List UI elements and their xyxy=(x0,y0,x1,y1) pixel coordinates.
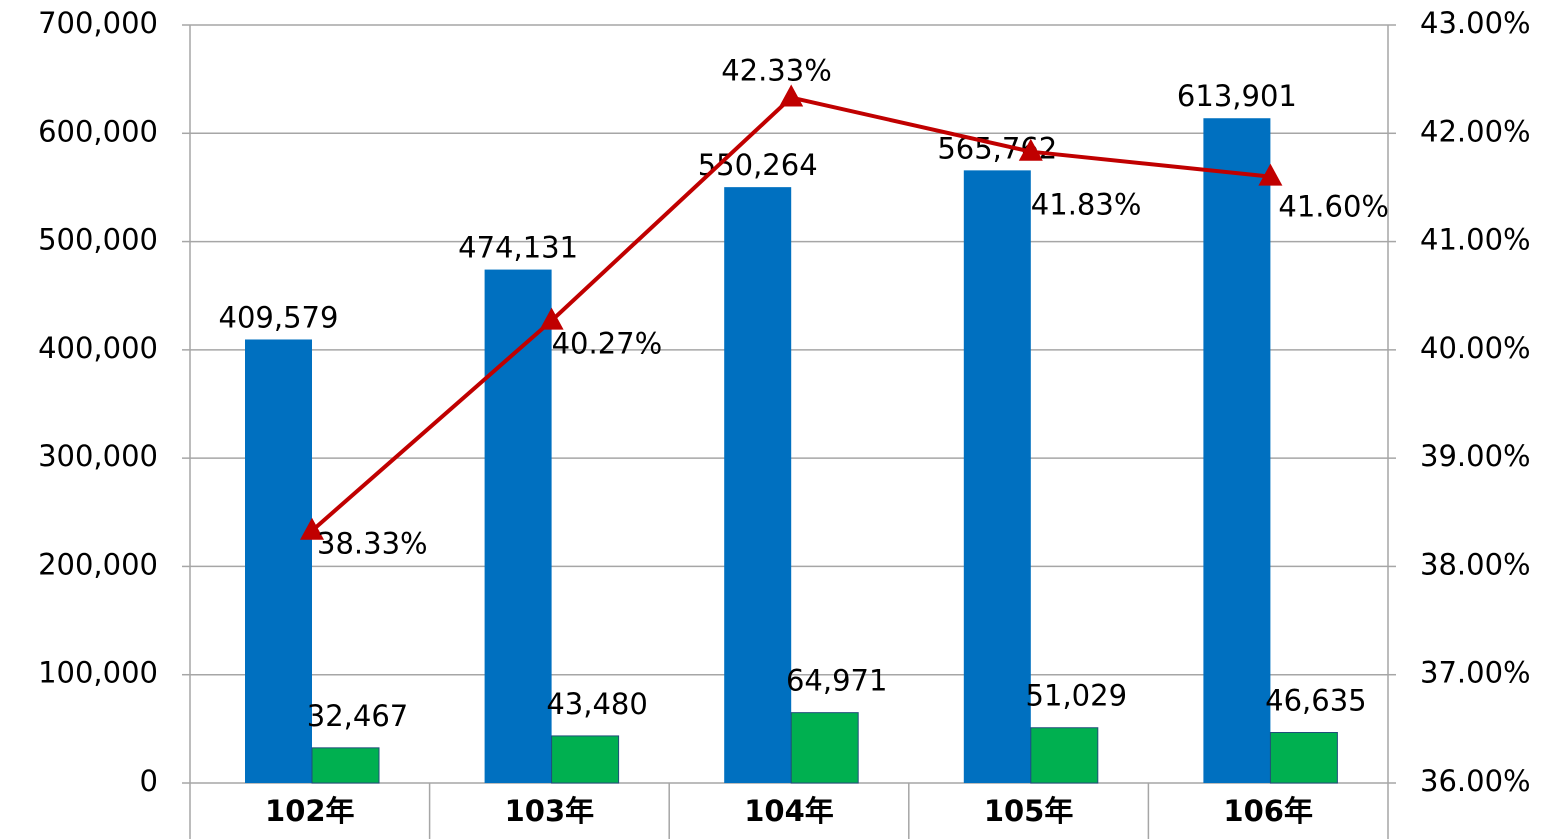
bar xyxy=(1030,727,1099,784)
data-label: 474,131 xyxy=(458,231,578,265)
bar xyxy=(245,339,312,783)
y-tick-label: 0 xyxy=(140,764,158,798)
bar xyxy=(311,747,380,784)
bar xyxy=(724,187,792,783)
data-label: 51,029 xyxy=(1026,679,1127,713)
marker xyxy=(539,307,564,330)
data-label: 38.33% xyxy=(317,527,428,561)
data-label: 32,467 xyxy=(307,699,408,733)
marker xyxy=(779,84,804,107)
marker xyxy=(300,517,324,540)
data-label: 64,971 xyxy=(786,664,887,698)
x-tick-label: 105年 xyxy=(984,794,1074,828)
x-tick-label: 106年 xyxy=(1223,794,1313,828)
x-tick-label: 103年 xyxy=(505,794,595,828)
y2-tick-label: 38.00% xyxy=(1420,547,1531,581)
y-tick-label: 300,000 xyxy=(38,439,158,473)
marker xyxy=(1258,163,1283,186)
bar xyxy=(790,712,859,784)
y2-tick-label: 43.00% xyxy=(1420,6,1531,40)
bar xyxy=(963,170,1031,783)
bar xyxy=(551,735,620,784)
y-tick-label: 400,000 xyxy=(38,331,158,365)
y-tick-label: 100,000 xyxy=(38,656,158,690)
data-label: 613,901 xyxy=(1177,79,1297,113)
y2-tick-label: 41.00% xyxy=(1420,223,1531,257)
data-label: 43,480 xyxy=(546,687,647,721)
data-label: 41.83% xyxy=(1031,188,1142,222)
marker xyxy=(1018,138,1043,161)
bar xyxy=(484,269,552,783)
y-tick-label: 500,000 xyxy=(38,223,158,257)
data-label: 41.60% xyxy=(1278,190,1389,224)
y2-tick-label: 39.00% xyxy=(1420,439,1531,473)
data-label: 46,635 xyxy=(1265,684,1366,718)
data-label: 40.27% xyxy=(552,327,663,361)
y2-tick-label: 40.00% xyxy=(1420,331,1531,365)
y2-tick-label: 42.00% xyxy=(1420,114,1531,148)
y2-tick-label: 37.00% xyxy=(1420,656,1531,690)
y-tick-label: 200,000 xyxy=(38,547,158,581)
bar xyxy=(1203,118,1271,784)
data-label: 409,579 xyxy=(219,300,339,334)
x-tick-label: 102年 xyxy=(265,794,355,828)
y-tick-label: 700,000 xyxy=(38,6,158,40)
x-tick-label: 104年 xyxy=(744,794,834,828)
y2-tick-label: 36.00% xyxy=(1420,764,1531,798)
y-tick-label: 600,000 xyxy=(38,114,158,148)
data-label: 42.33% xyxy=(721,54,832,88)
bar xyxy=(1269,732,1338,784)
